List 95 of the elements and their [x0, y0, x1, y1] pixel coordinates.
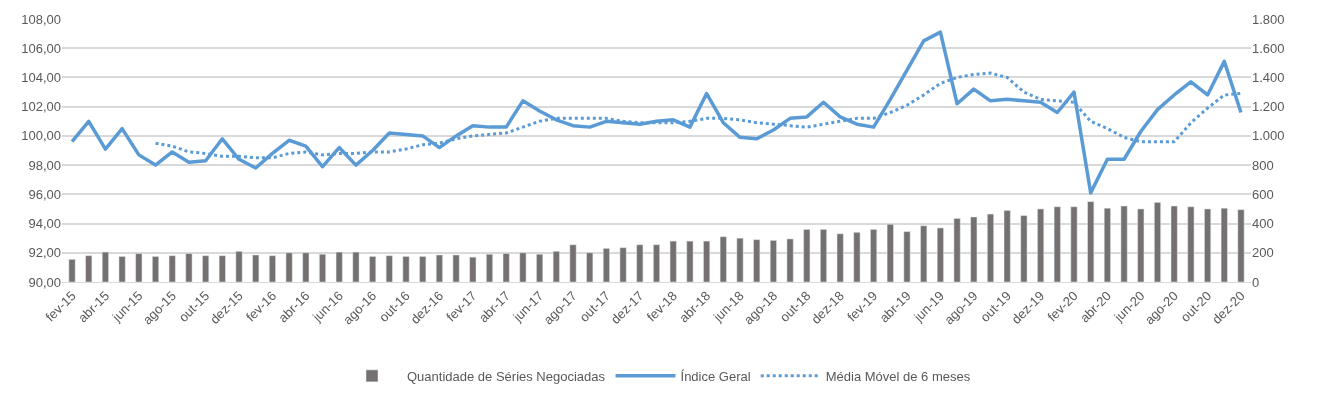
bar — [1187, 206, 1195, 282]
bar — [669, 240, 677, 282]
bar — [218, 255, 226, 282]
bar — [1120, 205, 1128, 282]
line-series — [70, 30, 1243, 195]
bar — [936, 227, 944, 282]
bar — [1103, 207, 1111, 282]
bar — [419, 256, 427, 282]
bar — [369, 256, 377, 282]
bar — [452, 254, 460, 282]
bar — [235, 251, 243, 282]
bar — [803, 229, 811, 282]
y-tick-label: 104,00 — [21, 69, 61, 85]
bar — [920, 225, 928, 282]
bar — [402, 256, 410, 282]
bar — [502, 253, 510, 282]
bar — [820, 229, 827, 282]
bar — [636, 244, 644, 282]
y-tick-label: 108,00 — [21, 11, 61, 27]
y-tick-label: 106,00 — [21, 40, 61, 56]
bar — [469, 256, 477, 282]
bar — [1170, 205, 1178, 282]
bar — [268, 255, 276, 282]
bar — [953, 218, 961, 282]
y2-tick-label: 0 — [1252, 274, 1260, 290]
y2-tick-label: 1.000 — [1252, 128, 1285, 144]
bar — [870, 229, 878, 282]
y-tick-label: 102,00 — [21, 99, 61, 115]
y2-tick-label: 400 — [1252, 216, 1274, 232]
bar — [1220, 207, 1228, 282]
bar — [1137, 208, 1145, 282]
bar — [152, 256, 159, 282]
y2-tick-label: 200 — [1252, 245, 1274, 261]
y2-tick-label: 1.200 — [1252, 99, 1285, 115]
bar — [686, 240, 694, 282]
y2-tick-label: 600 — [1252, 186, 1274, 202]
y-tick-label: 96,00 — [28, 186, 61, 202]
bar — [185, 253, 193, 282]
y2-tick-label: 1.800 — [1252, 11, 1285, 27]
bar — [569, 244, 577, 282]
bar — [486, 253, 493, 282]
bar — [719, 236, 727, 282]
y-tick-label: 94,00 — [28, 216, 61, 232]
bar — [302, 252, 310, 282]
bar — [1020, 215, 1028, 282]
bar — [987, 213, 994, 282]
bar — [85, 255, 93, 282]
y-tick-label: 100,00 — [21, 128, 61, 144]
bar — [102, 251, 109, 282]
bar — [118, 256, 126, 282]
bar — [602, 248, 610, 282]
bar — [886, 224, 894, 282]
bar — [619, 247, 627, 282]
bar — [753, 239, 761, 282]
bar — [786, 238, 794, 282]
legend-label: Quantidade de Séries Negociadas — [407, 368, 606, 384]
bar — [736, 237, 744, 282]
y-tick-label: 92,00 — [28, 245, 61, 261]
bar — [836, 233, 844, 282]
bar — [352, 251, 360, 282]
y2-tick-label: 800 — [1252, 157, 1274, 173]
bar — [536, 253, 544, 282]
bar — [168, 255, 176, 282]
bar — [68, 259, 76, 282]
legend-label: Média Móvel de 6 meses — [825, 368, 971, 384]
bar — [1154, 202, 1161, 282]
y2-tick-label: 1.400 — [1252, 69, 1285, 85]
bar — [252, 254, 260, 282]
bar — [1087, 201, 1095, 282]
y-tick-label: 90,00 — [28, 274, 61, 290]
bar — [1070, 206, 1078, 282]
bar — [586, 252, 594, 282]
bar — [519, 252, 527, 282]
legend-label: Índice Geral — [680, 368, 751, 384]
bar — [1003, 210, 1011, 282]
bar — [335, 251, 343, 282]
bar — [853, 232, 861, 282]
bar — [435, 254, 443, 282]
bar — [385, 255, 393, 282]
y-tick-label: 98,00 — [28, 157, 61, 173]
bar — [202, 255, 210, 282]
bar — [1204, 208, 1211, 282]
bar — [903, 231, 911, 282]
y2-tick-label: 1.600 — [1252, 40, 1285, 56]
bar — [552, 251, 560, 282]
bar — [319, 253, 326, 282]
bar — [1237, 209, 1245, 282]
bar — [653, 244, 660, 282]
bar — [1037, 208, 1045, 282]
bar — [970, 216, 978, 282]
bar — [135, 253, 143, 282]
bar — [285, 252, 293, 282]
bar — [703, 240, 711, 282]
bar — [769, 240, 777, 282]
bar — [1053, 206, 1061, 282]
